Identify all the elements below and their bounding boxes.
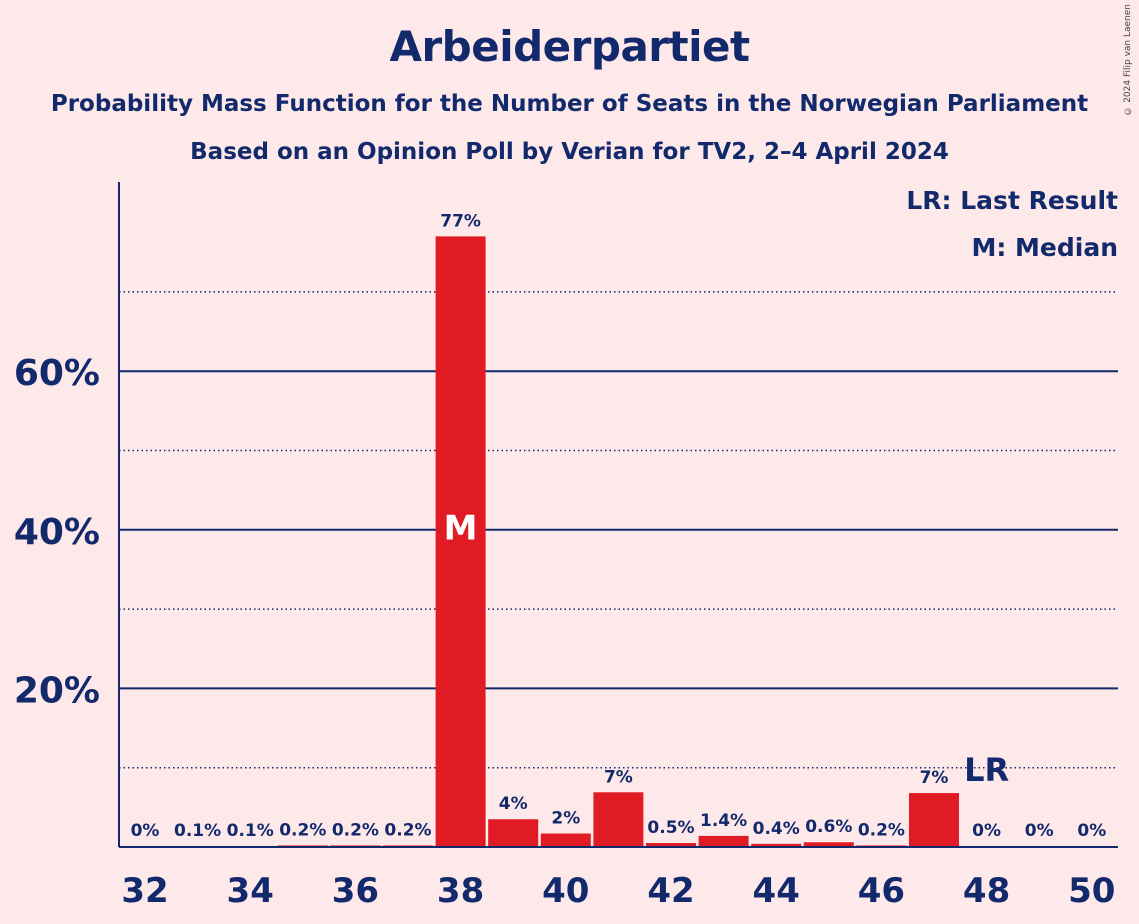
x-tick-label: 40 [542,871,589,911]
value-label: 0.2% [858,820,905,840]
bar-seat-43 [698,835,749,847]
value-label: 0.1% [174,821,221,841]
value-label: 7% [920,768,949,788]
bar-seat-39 [488,819,539,847]
bar-seat-42 [646,843,696,847]
x-tick-label: 38 [437,871,484,911]
value-label: 4% [499,794,528,814]
value-label: 0.5% [647,818,694,838]
x-tick-label: 44 [753,871,800,911]
value-label: 2% [551,809,580,829]
value-label: 0.2% [279,820,326,840]
median-marker: M [444,509,478,549]
value-label: 0.4% [753,819,800,839]
y-tick-label: 40% [14,512,100,553]
value-label: 0% [1077,821,1106,841]
value-label: 0% [131,821,160,841]
bar-seat-45 [803,842,854,847]
y-tick-label: 60% [14,353,100,394]
x-tick-label: 42 [647,871,694,911]
value-label: 0.2% [332,820,379,840]
x-tick-label: 50 [1068,871,1115,911]
x-tick-label: 46 [858,871,905,911]
legend-last-result: LR: Last Result [906,186,1118,215]
bar-seat-41 [593,792,644,847]
bar-seat-40 [540,833,591,847]
x-tick-label: 34 [227,871,274,911]
chart-subtitle-1: Probability Mass Function for the Number… [50,91,1089,117]
x-tick-label: 48 [963,871,1010,911]
last-result-marker: LR [964,751,1009,789]
bar-seat-47 [909,793,959,847]
value-label: 0% [1025,821,1054,841]
value-label: 0.2% [384,820,431,840]
chart-title: Arbeiderpartiet [389,22,750,71]
bar-seat-38 [435,236,486,847]
bar-seat-44 [751,843,802,847]
y-tick-label: 20% [14,670,100,711]
value-label: 77% [440,211,481,231]
value-label: 1.4% [700,811,747,831]
x-tick-label: 32 [121,871,168,911]
value-label: 0.1% [227,821,274,841]
legend-median: M: Median [971,233,1118,262]
x-tick-label: 36 [332,871,379,911]
value-label: 7% [604,767,633,787]
chart-subtitle-2: Based on an Opinion Poll by Verian for T… [190,139,949,165]
value-label: 0% [972,821,1001,841]
value-label: 0.6% [805,817,852,837]
